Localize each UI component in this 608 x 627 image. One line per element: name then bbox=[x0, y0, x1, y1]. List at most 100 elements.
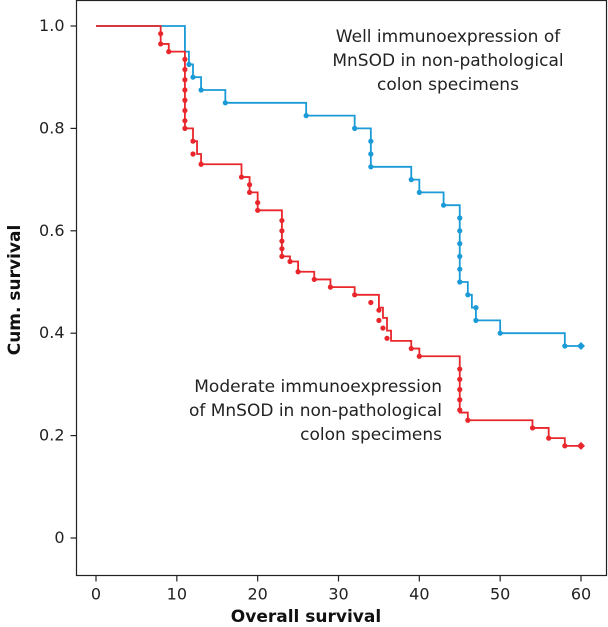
censor-mark bbox=[473, 305, 479, 311]
x-tick-label: 20 bbox=[247, 585, 267, 604]
censor-mark bbox=[408, 345, 414, 352]
annotation-line: Well immunoexpression of bbox=[336, 27, 561, 47]
censor-mark bbox=[562, 443, 568, 449]
censor-mark bbox=[457, 266, 463, 272]
y-axis-title: Cum. survival bbox=[5, 225, 25, 356]
censor-mark bbox=[190, 151, 196, 157]
censor-mark bbox=[182, 77, 188, 83]
censor-mark bbox=[457, 228, 463, 234]
censor-mark bbox=[182, 66, 188, 73]
censor-mark bbox=[352, 292, 358, 298]
censor-mark bbox=[457, 215, 463, 221]
censor-mark bbox=[311, 276, 317, 283]
censor-mark bbox=[158, 41, 164, 47]
censor-mark bbox=[279, 238, 285, 244]
censor-mark bbox=[303, 113, 309, 119]
censor-mark bbox=[457, 397, 463, 403]
plot-frame bbox=[75, 0, 608, 577]
censor-mark bbox=[546, 435, 552, 441]
censor-mark bbox=[465, 292, 471, 298]
censor-mark bbox=[255, 200, 261, 206]
annotation-0: Well immunoexpression of MnSOD in non-pat… bbox=[332, 27, 563, 95]
censor-mark bbox=[416, 189, 422, 195]
censor-mark bbox=[473, 317, 479, 323]
censor-mark bbox=[376, 307, 382, 313]
censor-mark bbox=[457, 386, 463, 393]
y-tick-label: 0.4 bbox=[39, 323, 64, 342]
end-marker bbox=[577, 441, 585, 450]
x-axis: 0 10 20 30 40 50 60 bbox=[91, 575, 591, 604]
censor-mark bbox=[368, 164, 374, 170]
censor-mark bbox=[562, 343, 568, 349]
y-axis: 0 0.2 0.4 0.6 0.8 1.0 bbox=[39, 16, 77, 547]
annotation-1: Moderate immunoexpression of MnSOD in non… bbox=[189, 377, 442, 445]
censor-mark bbox=[368, 299, 374, 306]
censor-mark bbox=[376, 317, 382, 323]
censor-mark bbox=[352, 125, 358, 131]
censor-mark bbox=[327, 284, 334, 290]
x-tick-label: 0 bbox=[91, 585, 101, 604]
censor-mark bbox=[440, 202, 447, 208]
censor-mark bbox=[465, 417, 471, 423]
censor-mark bbox=[186, 61, 192, 67]
censor-mark bbox=[182, 118, 188, 124]
series-layer bbox=[96, 25, 585, 450]
censor-mark bbox=[279, 246, 285, 252]
censor-mark bbox=[295, 269, 301, 275]
annotation-line: of MnSOD in non-pathological bbox=[189, 401, 442, 421]
censor-mark bbox=[158, 31, 164, 37]
censor-mark bbox=[384, 335, 390, 341]
y-tick-label: 0.8 bbox=[39, 118, 64, 137]
x-tick-label: 40 bbox=[409, 585, 429, 604]
censor-mark bbox=[368, 151, 374, 157]
censor-mark bbox=[182, 125, 188, 131]
y-tick-label: 0.6 bbox=[39, 221, 64, 240]
censor-mark bbox=[190, 74, 196, 80]
censor-mark bbox=[246, 182, 253, 188]
censor-mark bbox=[457, 376, 463, 382]
censor-mark bbox=[198, 161, 204, 167]
annotation-line: Moderate immunoexpression bbox=[194, 377, 442, 397]
censor-mark bbox=[238, 174, 245, 180]
censor-mark bbox=[190, 138, 196, 144]
censor-mark bbox=[457, 407, 463, 413]
censor-mark bbox=[457, 279, 463, 285]
censor-mark bbox=[408, 177, 414, 183]
annotation-line: colon specimens bbox=[377, 75, 519, 95]
censor-mark bbox=[457, 253, 463, 259]
censor-mark bbox=[182, 97, 188, 103]
censor-mark bbox=[182, 56, 188, 62]
x-tick-label: 30 bbox=[328, 585, 348, 604]
censor-mark bbox=[255, 207, 261, 213]
y-tick-label: 0 bbox=[54, 528, 64, 547]
x-tick-label: 50 bbox=[490, 585, 510, 604]
x-axis-title: Overall survival bbox=[231, 607, 381, 627]
censor-mark bbox=[279, 217, 285, 224]
censor-mark bbox=[457, 366, 463, 372]
annotation-line: colon specimens bbox=[300, 425, 442, 445]
censor-mark bbox=[182, 107, 188, 114]
y-tick-label: 0.2 bbox=[39, 426, 64, 445]
censor-mark bbox=[166, 49, 172, 55]
censor-mark bbox=[457, 241, 463, 247]
censor-mark bbox=[222, 100, 228, 106]
censor-mark bbox=[416, 353, 422, 359]
censor-mark bbox=[246, 189, 253, 195]
censor-mark bbox=[279, 228, 285, 234]
end-marker bbox=[577, 342, 585, 350]
series-line bbox=[96, 25, 581, 347]
annotations: Well immunoexpression of MnSOD in non-pat… bbox=[189, 27, 564, 445]
y-tick-label: 1.0 bbox=[39, 16, 64, 35]
censor-mark bbox=[380, 325, 386, 331]
x-tick-label: 10 bbox=[167, 585, 187, 604]
censor-mark bbox=[497, 330, 503, 336]
censor-mark bbox=[182, 87, 188, 93]
x-tick-label: 60 bbox=[571, 585, 591, 604]
censor-mark bbox=[279, 253, 285, 259]
series-1 bbox=[96, 25, 585, 450]
censor-mark bbox=[287, 258, 293, 265]
series-0 bbox=[96, 25, 585, 350]
censor-mark bbox=[198, 87, 204, 93]
censor-mark bbox=[368, 138, 374, 144]
